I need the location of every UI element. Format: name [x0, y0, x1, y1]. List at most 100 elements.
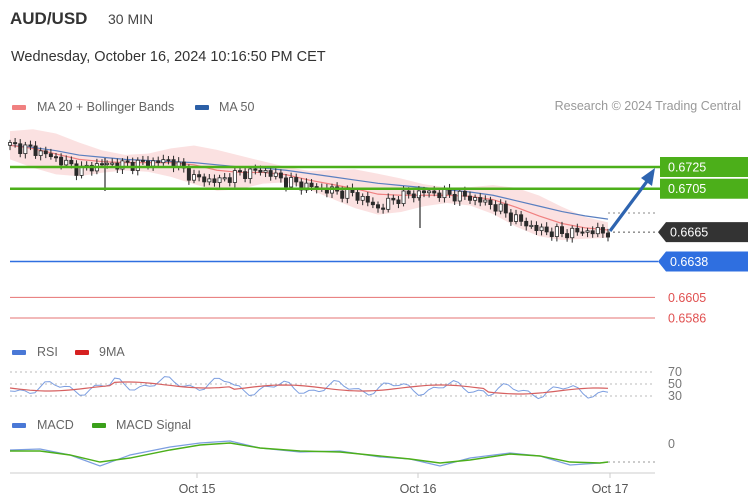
candle-body [125, 160, 130, 163]
candle-body [145, 160, 150, 167]
candle-body [248, 168, 253, 179]
candle-body [197, 174, 202, 178]
bollinger-band [10, 129, 608, 241]
candle-body [18, 143, 23, 155]
candle-body [529, 224, 534, 227]
legend-rsi-swatch [12, 350, 26, 355]
candle-body [365, 195, 370, 203]
candle-body [161, 159, 166, 164]
legend-macd-signal-swatch [92, 423, 106, 428]
candle-body [33, 145, 38, 156]
candle-body [222, 177, 227, 180]
candle-body [273, 172, 278, 177]
candle-body [498, 203, 503, 212]
candle-body [467, 195, 472, 201]
candle-body [360, 195, 365, 201]
rsi-9ma-line [9, 381, 609, 395]
candle-body [514, 214, 519, 222]
candle-body [258, 169, 263, 173]
x-tick-label: Oct 17 [592, 482, 629, 496]
candle-body [595, 227, 600, 235]
candle-body [38, 150, 43, 156]
candle-body [69, 159, 74, 165]
candle-body [243, 171, 248, 179]
candle-body [268, 170, 273, 177]
candle-body [427, 190, 432, 194]
legend-ma50-label: MA 50 [219, 100, 255, 114]
ma50-line [9, 144, 609, 220]
last-price-label: 0.6665 [670, 226, 708, 240]
candle-body [488, 199, 493, 206]
last-price-label-box [658, 222, 748, 243]
timeframe: 30 MIN [108, 11, 154, 27]
legend-ma20-swatch [12, 105, 26, 110]
candle-body [375, 204, 380, 209]
candle-body [452, 193, 457, 202]
candle-body [442, 188, 447, 199]
candle-body [309, 182, 314, 187]
resistance-label-box [660, 157, 748, 177]
resistance-label: 0.6705 [668, 182, 706, 196]
candle-body [166, 159, 171, 162]
candle-body [232, 170, 237, 183]
candle-body [59, 156, 64, 166]
support-red-label: 0.6586 [668, 312, 706, 326]
candle-body [570, 227, 575, 239]
candle-body [278, 172, 283, 179]
candle-body [519, 214, 524, 222]
candle-body [110, 162, 115, 165]
x-tick-label: Oct 16 [400, 482, 437, 496]
candle-body [600, 227, 605, 234]
candle-body [554, 226, 559, 237]
candle-body [227, 177, 232, 183]
candle-body [381, 207, 386, 210]
candle-body [340, 190, 345, 199]
legend-9ma-swatch [75, 350, 89, 355]
candle-body [263, 170, 268, 173]
candle-body [191, 174, 196, 181]
candle-body [43, 150, 48, 155]
legend-rsi-label: RSI [37, 345, 58, 359]
candle-body [135, 159, 140, 171]
candle-body [212, 178, 217, 183]
resistance-label: 0.6725 [668, 161, 706, 175]
rsi-level-label: 50 [668, 377, 682, 391]
candle-body [100, 163, 105, 166]
candle-body [120, 160, 125, 170]
candle-body [283, 177, 288, 188]
candle-body [437, 192, 442, 199]
currency-pair: AUD/USD [10, 9, 88, 28]
candle-body [140, 159, 145, 162]
credit-text: Research © 2024 Trading Central [554, 99, 741, 113]
candle-body [13, 142, 18, 145]
rsi-line [9, 376, 609, 400]
candle-body [299, 181, 304, 191]
datetime: Wednesday, October 16, 2024 10:16:50 PM … [11, 49, 326, 65]
candle-body [493, 204, 498, 212]
candle-body [151, 160, 156, 167]
candle-body [549, 231, 554, 237]
resistance-label-box [660, 178, 748, 199]
candle-body [524, 220, 529, 227]
macd-signal-line [10, 442, 609, 464]
candle-body [7, 142, 12, 146]
candle-body [355, 192, 360, 201]
support-red-label: 0.6605 [668, 291, 706, 305]
candle-body [156, 160, 161, 164]
legend-9ma-label: 9MA [99, 345, 125, 359]
candle-body [590, 230, 595, 235]
candle-body [253, 168, 258, 171]
candle-body [606, 232, 611, 238]
legend-ma20-label: MA 20 + Bollinger Bands [37, 100, 175, 114]
candle-body [483, 199, 488, 203]
candle-body [202, 176, 207, 183]
candle-body [421, 190, 426, 194]
candle-body [304, 182, 309, 191]
candle-body [462, 190, 467, 197]
macd-level-label: 0 [668, 437, 675, 451]
candle-body [539, 226, 544, 232]
candle-body [401, 190, 406, 205]
candle-body [23, 144, 28, 155]
forecast-arrow-shaft [608, 179, 650, 232]
